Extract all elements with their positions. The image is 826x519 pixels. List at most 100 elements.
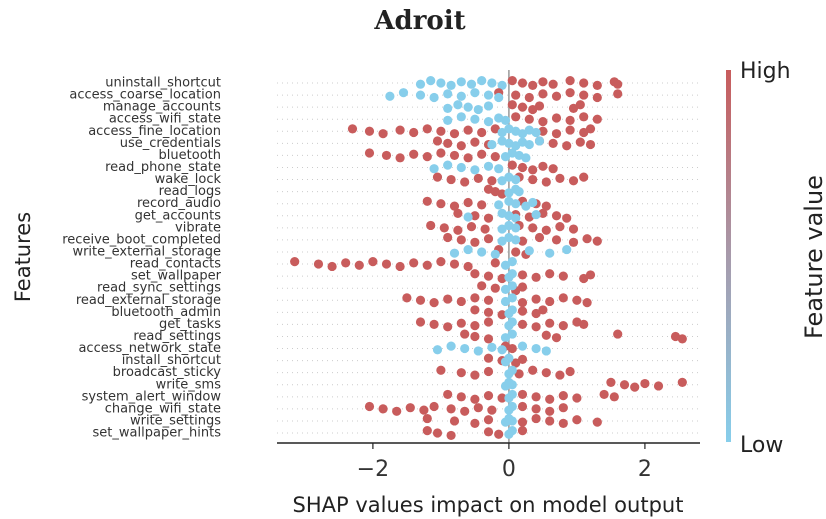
dot xyxy=(477,247,487,257)
dot xyxy=(456,141,466,151)
dot xyxy=(327,261,337,272)
dot xyxy=(579,273,589,284)
dot xyxy=(551,211,562,221)
colorbar-low: Low xyxy=(740,433,783,458)
dot xyxy=(443,160,453,170)
dot xyxy=(517,162,528,173)
dot xyxy=(613,89,623,99)
chart-title: Adroit xyxy=(373,6,465,36)
dot xyxy=(405,403,415,413)
dot xyxy=(558,391,568,401)
dot xyxy=(477,76,487,86)
dot xyxy=(497,224,507,234)
dot xyxy=(460,177,470,187)
dot xyxy=(432,136,443,146)
y-tick-label: manage_accounts xyxy=(103,100,221,115)
dot xyxy=(456,235,466,245)
dot xyxy=(456,392,466,402)
dot xyxy=(565,125,575,135)
y-tick-label: bluetooth xyxy=(159,148,221,163)
dot xyxy=(507,269,517,279)
dot xyxy=(483,117,494,127)
y-tick-label: uninstall_shortcut xyxy=(105,76,221,91)
dot xyxy=(585,124,596,134)
dot xyxy=(429,319,439,329)
dot xyxy=(507,293,517,303)
dot xyxy=(500,152,511,162)
dot xyxy=(463,197,473,208)
dot xyxy=(466,222,477,232)
y-tick-label: read_contacts xyxy=(130,257,221,272)
dot xyxy=(470,321,480,331)
y-tick-label: read_logs xyxy=(159,184,222,199)
dot xyxy=(429,298,439,308)
dot xyxy=(551,129,562,139)
dot xyxy=(582,298,592,308)
dot xyxy=(487,342,497,352)
dot xyxy=(507,343,517,354)
dot xyxy=(341,258,351,268)
dot xyxy=(449,416,460,426)
dot xyxy=(528,104,538,115)
dot xyxy=(473,346,483,356)
dot xyxy=(290,257,300,267)
dot xyxy=(572,295,582,305)
x-tick-label: −2 xyxy=(357,457,389,482)
dot xyxy=(545,406,555,416)
y-tick-label: bluetooth_admin xyxy=(111,305,221,320)
dot xyxy=(470,305,480,315)
dot xyxy=(446,404,456,414)
dot xyxy=(555,370,565,380)
dot xyxy=(558,418,568,428)
dot xyxy=(538,117,548,127)
dot xyxy=(422,260,432,270)
dot xyxy=(364,126,375,136)
dot xyxy=(504,353,514,363)
dot xyxy=(456,296,466,307)
dot xyxy=(511,213,521,223)
dot xyxy=(511,141,521,151)
dot xyxy=(511,223,521,233)
dot xyxy=(449,248,460,258)
dot xyxy=(592,80,602,90)
dot xyxy=(640,378,650,389)
dot xyxy=(500,333,511,343)
dot xyxy=(470,394,480,404)
dot xyxy=(483,427,494,437)
dot xyxy=(613,329,623,339)
dot xyxy=(517,236,528,246)
dot xyxy=(456,318,466,328)
y-tick-label: record_audio xyxy=(137,196,221,211)
dot xyxy=(507,416,517,426)
dot xyxy=(487,139,497,150)
dot xyxy=(426,76,436,86)
dot xyxy=(568,237,579,247)
dot xyxy=(483,234,494,244)
dot xyxy=(511,199,521,209)
dot xyxy=(483,307,494,317)
dot xyxy=(487,78,497,88)
dot xyxy=(677,334,687,344)
dot xyxy=(541,330,551,340)
dot xyxy=(517,426,528,436)
dot xyxy=(483,213,494,223)
dot xyxy=(415,317,426,327)
dot xyxy=(422,196,432,206)
y-axis-label: Features xyxy=(11,212,35,302)
y-tick-label: write_settings xyxy=(130,413,221,428)
dot xyxy=(521,201,531,211)
dot xyxy=(592,417,602,427)
dot xyxy=(470,269,480,279)
dot xyxy=(545,318,555,328)
dot xyxy=(483,391,494,401)
y-tick-label: broadcast_sticky xyxy=(113,365,222,380)
dot xyxy=(463,244,473,255)
dot xyxy=(507,305,517,315)
dot xyxy=(432,428,443,438)
dot xyxy=(439,223,449,233)
dot xyxy=(494,200,504,210)
dot xyxy=(507,426,517,436)
dot xyxy=(630,382,640,392)
dot xyxy=(551,91,562,101)
dot xyxy=(443,389,453,400)
